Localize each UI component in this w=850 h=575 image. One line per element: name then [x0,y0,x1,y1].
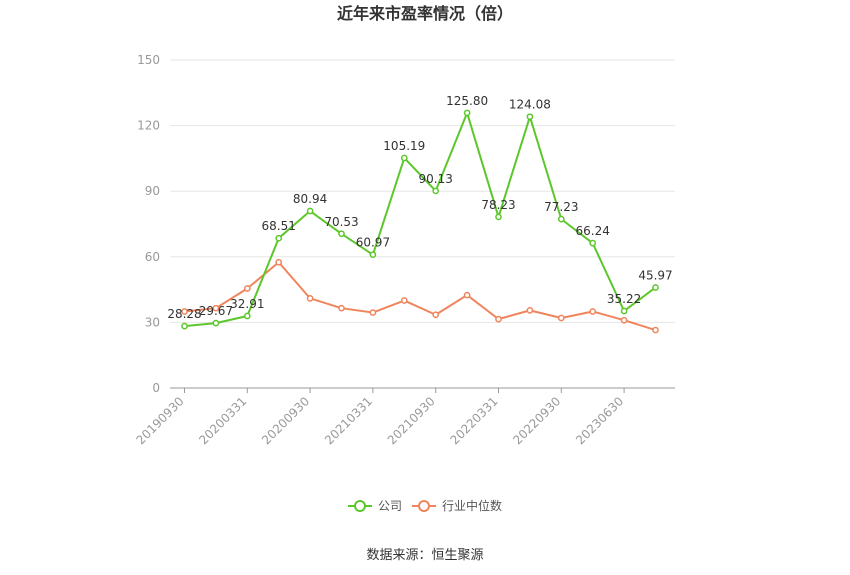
data-point [306,294,314,302]
data-point [463,109,471,117]
data-point [526,307,534,314]
data-point [432,311,440,319]
data-point [306,207,314,215]
data-label: 45.97 [638,268,672,282]
data-label: 77.23 [544,200,578,214]
data-point [495,315,502,323]
data-point [652,326,659,334]
data-point [463,291,471,299]
y-axis: 0 30 60 90 120 150 [137,53,160,395]
x-tick-label: 20190930 [134,394,187,447]
data-label: 60.97 [356,236,390,250]
y-tick-label: 120 [137,119,160,133]
x-tick-label: 20200930 [259,394,312,447]
data-label: 28.28 [167,307,201,321]
y-tick-label: 90 [145,184,160,198]
y-tick-label: 150 [137,53,160,67]
data-point [369,251,377,259]
data-label: 70.53 [324,215,358,229]
data-label: 68.51 [262,219,296,233]
data-label: 80.94 [293,192,327,206]
data-label: 29.67 [199,304,233,318]
x-tick-label: 20210331 [322,394,375,447]
legend[interactable]: 公司 行业中位数 [348,498,502,513]
series-line-0 [184,111,657,328]
data-point [400,297,408,304]
data-point [338,230,345,238]
x-tick-label: 20230630 [573,394,626,447]
x-tick-label: 20220930 [510,394,563,447]
legend-item-0[interactable]: 公司 [348,499,402,513]
x-tick-label: 20210930 [385,394,438,447]
data-point [557,215,565,223]
data-label: 124.08 [509,98,551,112]
data-point [400,154,408,162]
legend-label: 行业中位数 [442,498,502,513]
data-point [620,316,628,324]
legend-label: 公司 [378,499,402,513]
data-point [275,258,283,266]
data-point [275,234,283,242]
data-label: 78.23 [481,198,515,212]
data-label: 66.24 [576,224,610,238]
data-point [652,284,659,291]
data-point [243,312,251,320]
source-note: 数据来源：恒生聚源 [366,548,483,563]
grid-lines [170,59,675,323]
data-point [526,113,534,121]
data-label: 90.13 [419,172,453,186]
data-label: 32.91 [230,297,264,311]
data-point [589,239,597,247]
data-point [495,213,502,221]
data-point [557,314,565,322]
y-tick-label: 30 [145,315,160,329]
y-tick-label: 0 [152,381,160,395]
data-point [181,308,188,315]
data-point [589,308,597,315]
data-point [243,285,251,292]
x-tick-label: 20220331 [448,394,501,447]
data-label: 125.80 [446,94,488,108]
data-label: 35.22 [607,292,641,306]
x-axis: 20190930 20200331 20200930 20210331 20210930… [134,387,675,447]
legend-swatch-marker [354,500,366,512]
data-point [620,307,628,315]
data-point [212,304,220,312]
legend-item-1[interactable]: 行业中位数 [412,498,502,513]
data-point [432,187,440,195]
data-point [338,304,345,312]
legend-swatch-marker [418,500,430,512]
chart-title: 近年来市盈率情况（倍） [337,4,513,23]
data-point [369,309,377,316]
y-tick-label: 60 [145,250,160,264]
data-label: 105.19 [383,139,425,153]
x-tick-label: 20200331 [196,394,249,447]
series-layer [181,109,659,334]
data-point [181,322,188,330]
data-point [212,319,220,327]
